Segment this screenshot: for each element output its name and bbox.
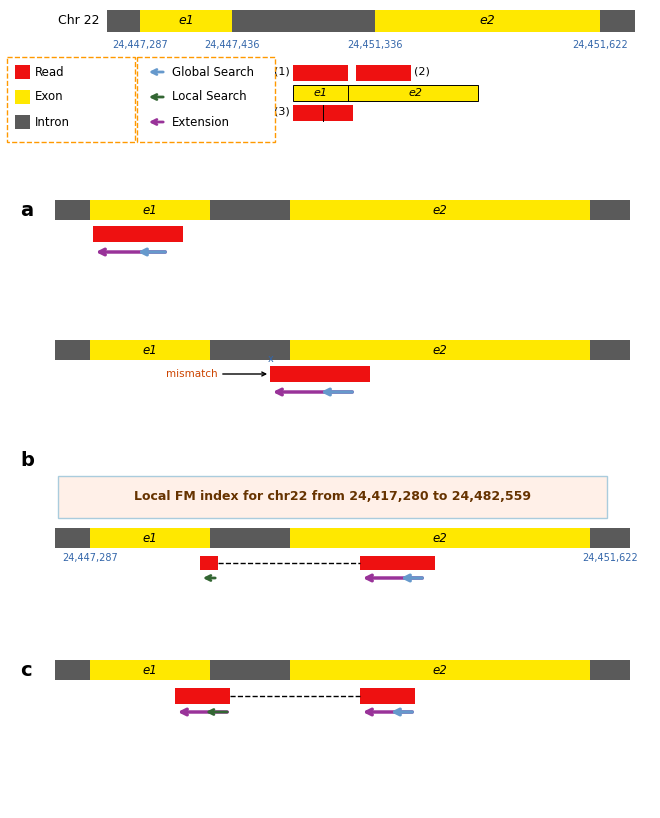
Text: Local Search: Local Search [172, 91, 247, 104]
Text: (1): (1) [275, 67, 290, 77]
Bar [290, 660, 590, 680]
Bar [15, 90, 30, 104]
Bar [200, 556, 218, 570]
Text: 24,451,336: 24,451,336 [347, 40, 403, 50]
Bar [293, 105, 323, 121]
Text: c: c [20, 662, 32, 681]
Text: 24,447,287: 24,447,287 [62, 553, 118, 563]
Bar [360, 688, 415, 704]
Bar [107, 10, 635, 32]
Bar [93, 226, 183, 242]
Text: e1: e1 [143, 663, 157, 676]
Text: Read: Read [35, 65, 65, 79]
Bar [360, 556, 435, 570]
Bar [293, 65, 348, 81]
Bar [90, 340, 210, 360]
Text: x: x [268, 354, 274, 364]
Bar [290, 340, 590, 360]
Bar [290, 200, 590, 220]
Text: e1: e1 [313, 88, 327, 98]
Bar [375, 10, 600, 32]
Text: 24,447,287: 24,447,287 [112, 40, 168, 50]
Text: Exon: Exon [35, 91, 63, 104]
Bar [270, 366, 370, 382]
Bar [55, 528, 630, 548]
Bar [140, 10, 232, 32]
Text: (3): (3) [275, 107, 290, 117]
Text: Chr 22: Chr 22 [59, 15, 100, 28]
Bar [90, 528, 210, 548]
FancyBboxPatch shape [58, 476, 607, 518]
Bar [290, 528, 590, 548]
Text: e1: e1 [143, 344, 157, 357]
Text: b: b [20, 451, 34, 470]
Bar [15, 65, 30, 79]
Text: Extension: Extension [172, 115, 230, 128]
Bar [356, 65, 411, 81]
Text: (2): (2) [414, 67, 430, 77]
Text: e2: e2 [432, 663, 447, 676]
Bar [15, 115, 30, 129]
Text: Local FM index for chr22 from 24,417,280 to 24,482,559: Local FM index for chr22 from 24,417,280… [134, 491, 531, 504]
Bar [90, 660, 210, 680]
Bar [175, 688, 230, 704]
Text: e1: e1 [143, 204, 157, 217]
Text: e2: e2 [432, 532, 447, 545]
Text: 24,451,622: 24,451,622 [572, 40, 628, 50]
Bar [323, 105, 353, 121]
Text: 24,451,622: 24,451,622 [582, 553, 638, 563]
Text: e2: e2 [432, 204, 447, 217]
Text: Intron: Intron [35, 115, 70, 128]
Text: 24,447,436: 24,447,436 [204, 40, 260, 50]
Text: e1: e1 [143, 532, 157, 545]
Text: Global Search: Global Search [172, 65, 254, 79]
Text: e2: e2 [408, 88, 422, 98]
Bar [90, 200, 210, 220]
Bar [55, 200, 630, 220]
Bar [293, 85, 478, 101]
Text: a: a [20, 201, 33, 221]
Text: e2: e2 [432, 344, 447, 357]
Text: e2: e2 [480, 15, 496, 28]
Text: mismatch: mismatch [166, 369, 218, 379]
Bar [55, 340, 630, 360]
Text: e1: e1 [178, 15, 194, 28]
Bar [55, 660, 630, 680]
